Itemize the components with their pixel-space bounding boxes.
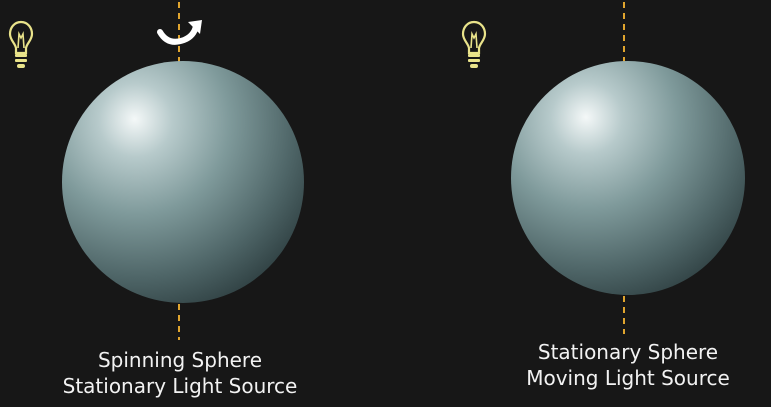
caption-line-1: Spinning Sphere [97,348,263,372]
caption-line-2: Moving Light Source [526,366,730,390]
rotate-arrow-icon [157,20,202,45]
caption-line-2: Stationary Light Source [62,374,298,398]
lightbulb-icon [461,20,487,68]
lightbulb-icon [8,20,34,68]
right-panel [461,2,745,334]
left-panel [8,2,304,340]
sphere [62,61,304,303]
sphere [511,61,745,295]
caption-line-1: Stationary Sphere [537,340,719,364]
caption-left: Spinning Sphere Stationary Light Source [60,347,300,399]
caption-right: Stationary Sphere Moving Light Source [508,339,748,391]
